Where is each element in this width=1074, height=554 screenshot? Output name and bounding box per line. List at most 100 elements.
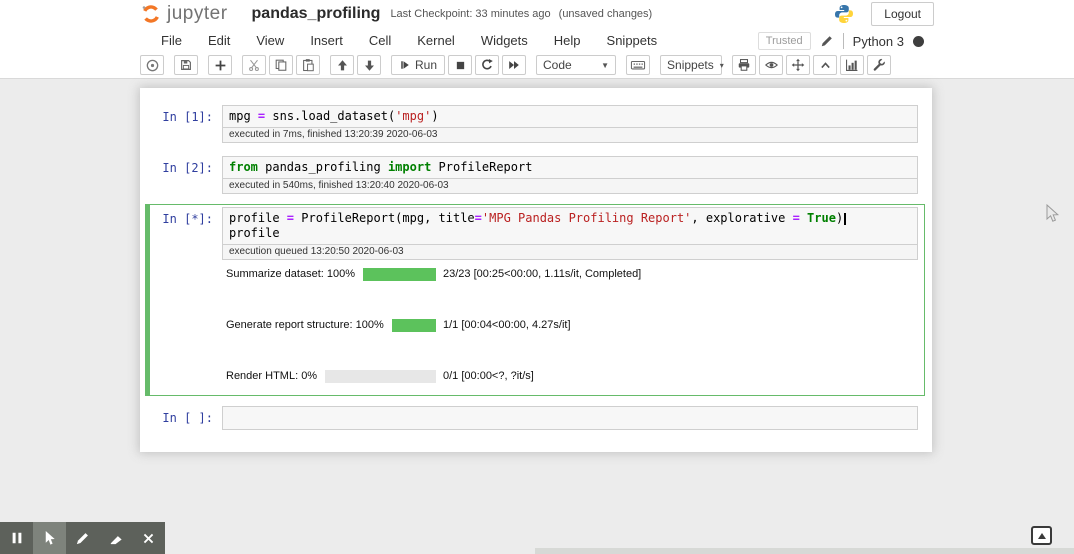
- code-token: ProfileReport: [431, 160, 533, 174]
- triangle-glyph: [1037, 532, 1046, 539]
- cut-icon[interactable]: [242, 55, 266, 75]
- code-cell-3-running[interactable]: In [*]: profile = ProfileReport(mpg, tit…: [145, 204, 925, 396]
- run-label: Run: [415, 58, 438, 72]
- toolbar: Run Code ▼ Snippets ▾: [0, 54, 1074, 79]
- move-cell-up-icon[interactable]: [330, 55, 354, 75]
- code-token: 'MPG Pandas Profiling Report': [481, 211, 692, 225]
- menu-widgets[interactable]: Widgets: [480, 33, 528, 48]
- code-token: =: [792, 211, 800, 225]
- menu-cell[interactable]: Cell: [368, 33, 392, 48]
- cell-output-area: Summarize dataset: 100% 23/23 [00:25<00:…: [222, 260, 918, 393]
- input-prompt: In [*]:: [162, 212, 213, 226]
- notebook-header: jupyter pandas_profiling Last Checkpoint…: [0, 0, 1074, 28]
- notebook-container: In [1]: mpg = sns.load_dataset('mpg') ex…: [140, 88, 932, 452]
- code-input[interactable]: mpg = sns.load_dataset('mpg'): [222, 105, 918, 128]
- image-overlay-icon[interactable]: [1031, 526, 1052, 545]
- kernel-busy-indicator-icon: [913, 35, 924, 47]
- menu-snippets[interactable]: Snippets: [606, 33, 658, 48]
- execute-time-status: execution queued 13:20:50 2020-06-03: [222, 245, 918, 260]
- pencil-tool-icon[interactable]: [66, 522, 99, 554]
- jupyter-logo-text: jupyter: [167, 3, 228, 24]
- menu-edit[interactable]: Edit: [207, 33, 231, 48]
- code-line: profile: [229, 226, 911, 241]
- cell-type-select[interactable]: Code ▼: [536, 55, 617, 75]
- code-token: =: [257, 109, 266, 123]
- print-icon[interactable]: [732, 55, 757, 75]
- unsaved-changes-text: (unsaved changes): [558, 8, 653, 20]
- progress-row-summarize: Summarize dataset: 100% 23/23 [00:25<00:…: [226, 267, 918, 281]
- code-cell-2[interactable]: In [2]: from pandas_profiling import Pro…: [145, 153, 925, 197]
- code-token: pandas_profiling: [257, 160, 388, 174]
- progress-row-report-structure: Generate report structure: 100% 1/1 [00:…: [226, 318, 918, 332]
- menubar: File Edit View Insert Cell Kernel Widget…: [0, 28, 1074, 55]
- code-input[interactable]: profile = ProfileReport(mpg, title='MPG …: [222, 207, 918, 245]
- code-token: 'mpg': [395, 109, 432, 123]
- marker-tool-icon[interactable]: [99, 522, 132, 554]
- progress-stats: 23/23 [00:25<00:00, 1.11s/it, Completed]: [443, 268, 642, 280]
- chart-icon[interactable]: [840, 55, 865, 75]
- keyboard-icon[interactable]: [626, 55, 651, 75]
- code-token: [800, 211, 807, 225]
- menu-view[interactable]: View: [256, 33, 285, 48]
- checkpoint-text: Last Checkpoint: 33 minutes ago: [390, 8, 551, 20]
- kernel-name: Python 3: [852, 33, 904, 49]
- menu-insert[interactable]: Insert: [310, 33, 343, 48]
- menu-help[interactable]: Help: [553, 33, 581, 48]
- copy-icon[interactable]: [269, 55, 293, 75]
- cell-type-value: Code: [543, 58, 572, 72]
- code-input[interactable]: from pandas_profiling import ProfileRepo…: [222, 156, 918, 179]
- paste-icon[interactable]: [296, 55, 320, 75]
- notebook-title[interactable]: pandas_profiling: [251, 5, 381, 22]
- collapse-chevron-up-icon[interactable]: [813, 55, 838, 75]
- code-token: True: [807, 211, 836, 225]
- circle-dot-icon[interactable]: [140, 55, 164, 75]
- progress-label: Generate report structure: 100%: [226, 319, 384, 331]
- code-token: from: [229, 160, 258, 174]
- code-cell-4-empty[interactable]: In [ ]:: [145, 403, 925, 433]
- restart-kernel-icon[interactable]: [475, 55, 500, 75]
- cursor-tool-icon[interactable]: [33, 522, 66, 554]
- code-cell-1[interactable]: In [1]: mpg = sns.load_dataset('mpg') ex…: [145, 102, 925, 146]
- code-token: sns.load_dataset(: [265, 109, 396, 123]
- bottom-strip: [535, 548, 1074, 554]
- snippets-select[interactable]: Snippets ▾: [660, 55, 724, 75]
- code-token: ): [431, 109, 439, 123]
- code-token: mpg: [229, 109, 258, 123]
- code-line: profile = ProfileReport(mpg, title='MPG …: [229, 211, 911, 226]
- move-cell-down-icon[interactable]: [357, 55, 381, 75]
- chevron-down-icon: ▾: [719, 60, 724, 70]
- step-forward-icon: [401, 61, 409, 69]
- preview-eye-icon[interactable]: [759, 55, 784, 75]
- input-prompt: In [1]:: [162, 110, 213, 124]
- run-cell-button[interactable]: Run: [391, 55, 446, 75]
- input-prompt: In [ ]:: [162, 411, 213, 425]
- tools-wrench-icon[interactable]: [867, 55, 892, 75]
- edit-mode-pencil-icon: [821, 36, 832, 47]
- logout-button[interactable]: Logout: [871, 2, 934, 26]
- menu-file[interactable]: File: [161, 33, 182, 48]
- snippets-value: Snippets: [667, 58, 714, 72]
- code-token: profile: [229, 211, 287, 225]
- move-arrows-icon[interactable]: [786, 55, 811, 75]
- pause-icon[interactable]: [0, 522, 33, 554]
- python-logo-icon: [835, 5, 854, 23]
- progress-label: Summarize dataset: 100%: [226, 268, 356, 280]
- jupyter-logo[interactable]: jupyter: [140, 3, 228, 25]
- interrupt-kernel-icon[interactable]: [448, 55, 473, 75]
- menubar-divider: [842, 33, 844, 49]
- code-input[interactable]: [222, 406, 918, 430]
- menu-kernel[interactable]: Kernel: [417, 33, 455, 48]
- progress-row-render-html: Render HTML: 0% 0/1 [00:00<?, ?it/s]: [226, 369, 918, 383]
- add-cell-icon[interactable]: [208, 55, 232, 75]
- close-icon[interactable]: [132, 522, 165, 554]
- code-token: ): [835, 211, 844, 225]
- restart-run-all-icon[interactable]: [502, 55, 527, 75]
- progress-bar: [325, 369, 436, 383]
- code-line: from pandas_profiling import ProfileRepo…: [229, 160, 911, 175]
- code-token: , explorative: [691, 211, 793, 225]
- code-line: mpg = sns.load_dataset('mpg'): [229, 109, 911, 124]
- text-cursor: [844, 212, 846, 225]
- save-icon[interactable]: [174, 55, 198, 75]
- code-token: import: [387, 160, 432, 174]
